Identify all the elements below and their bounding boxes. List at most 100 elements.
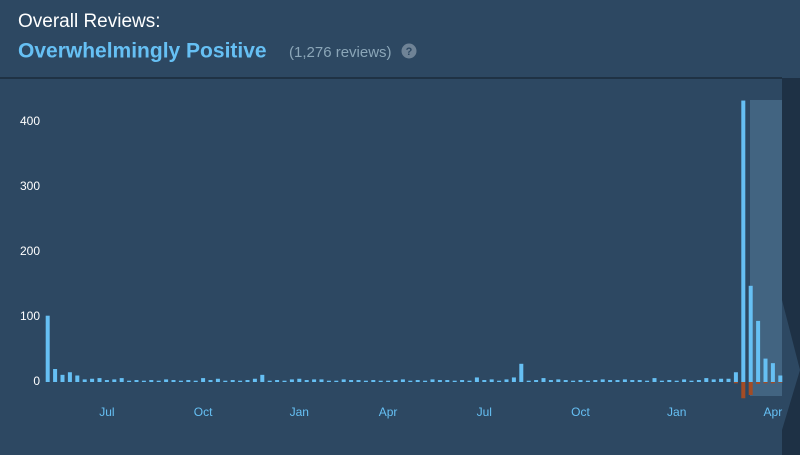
bar: [726, 378, 731, 382]
range-selector[interactable]: [750, 100, 782, 396]
bar: [719, 378, 724, 382]
bar: [467, 380, 472, 382]
bar: [201, 378, 206, 382]
x-tick-label: Apr: [764, 405, 783, 419]
bar: [349, 380, 354, 382]
bar: [460, 380, 465, 382]
bar: [578, 380, 583, 382]
x-tick-label: Jul: [99, 405, 114, 419]
bar: [585, 380, 590, 382]
bar: [608, 380, 613, 382]
bar: [334, 380, 339, 382]
bar: [186, 380, 191, 382]
bar: [252, 378, 257, 382]
bar: [534, 380, 539, 382]
bar: [770, 382, 775, 384]
reviews-label: Overall Reviews:: [18, 11, 161, 32]
x-tick-label: Jan: [290, 405, 309, 419]
x-tick-label: Apr: [379, 405, 398, 419]
bar: [178, 380, 183, 382]
bar: [778, 375, 783, 382]
bar: [341, 379, 346, 382]
y-tick-label: 300: [20, 179, 40, 193]
bar: [267, 380, 272, 382]
bar: [193, 380, 198, 382]
bar: [526, 380, 531, 382]
bar: [75, 375, 80, 382]
x-tick-label: Oct: [571, 405, 590, 419]
bar: [489, 379, 494, 382]
bar: [326, 380, 331, 382]
y-tick-label: 100: [20, 309, 40, 323]
side-arrow: [782, 78, 800, 455]
bar: [312, 379, 317, 382]
bar: [245, 380, 250, 382]
help-icon-text[interactable]: ?: [406, 46, 413, 58]
bar: [445, 380, 450, 382]
bar: [423, 380, 428, 382]
help-icon[interactable]: [401, 43, 417, 59]
bar: [756, 382, 761, 384]
bar: [637, 380, 642, 382]
bar: [630, 380, 635, 382]
y-tick-label: 0: [33, 374, 40, 388]
bar: [652, 378, 657, 382]
bar: [282, 380, 287, 382]
bar: [497, 380, 502, 382]
bar: [504, 379, 509, 382]
bar: [82, 379, 87, 382]
bar: [689, 380, 694, 382]
bar: [275, 380, 280, 382]
bar: [356, 380, 361, 382]
bar: [541, 378, 546, 382]
bar: [519, 363, 524, 382]
bar: [548, 380, 553, 382]
bar: [711, 379, 716, 382]
bar: [208, 380, 213, 382]
bar: [319, 379, 324, 382]
y-tick-label: 200: [20, 244, 40, 258]
bar: [238, 380, 243, 382]
bar: [90, 378, 95, 382]
bar: [386, 380, 391, 382]
x-tick-label: Oct: [194, 405, 213, 419]
bar: [400, 379, 405, 382]
bar: [452, 380, 457, 382]
bar: [748, 382, 753, 395]
bar: [645, 380, 650, 382]
x-tick-label: Jul: [477, 405, 492, 419]
bar: [134, 380, 139, 382]
bar: [667, 380, 672, 382]
bar: [437, 380, 442, 382]
bar: [733, 382, 738, 384]
bar: [682, 379, 687, 382]
bar: [770, 363, 775, 382]
bar: [215, 378, 220, 382]
bar: [67, 372, 72, 382]
bar: [571, 380, 576, 382]
bar: [430, 379, 435, 382]
bar: [104, 380, 109, 382]
bar: [112, 379, 117, 382]
review-count: (1,276 reviews): [289, 44, 392, 61]
bar: [164, 379, 169, 382]
bar: [141, 380, 146, 382]
bar: [149, 380, 154, 382]
bar: [482, 380, 487, 382]
bar: [60, 374, 65, 382]
bar: [393, 380, 398, 382]
bar: [600, 379, 605, 382]
bar: [763, 382, 768, 384]
bar: [622, 379, 627, 382]
bar: [53, 369, 58, 382]
bar: [704, 378, 709, 382]
bar: [97, 378, 102, 382]
bar: [260, 374, 265, 382]
bar: [171, 380, 176, 382]
bar: [733, 372, 738, 382]
bar: [297, 378, 302, 382]
bar: [556, 379, 561, 382]
bar: [119, 378, 124, 382]
